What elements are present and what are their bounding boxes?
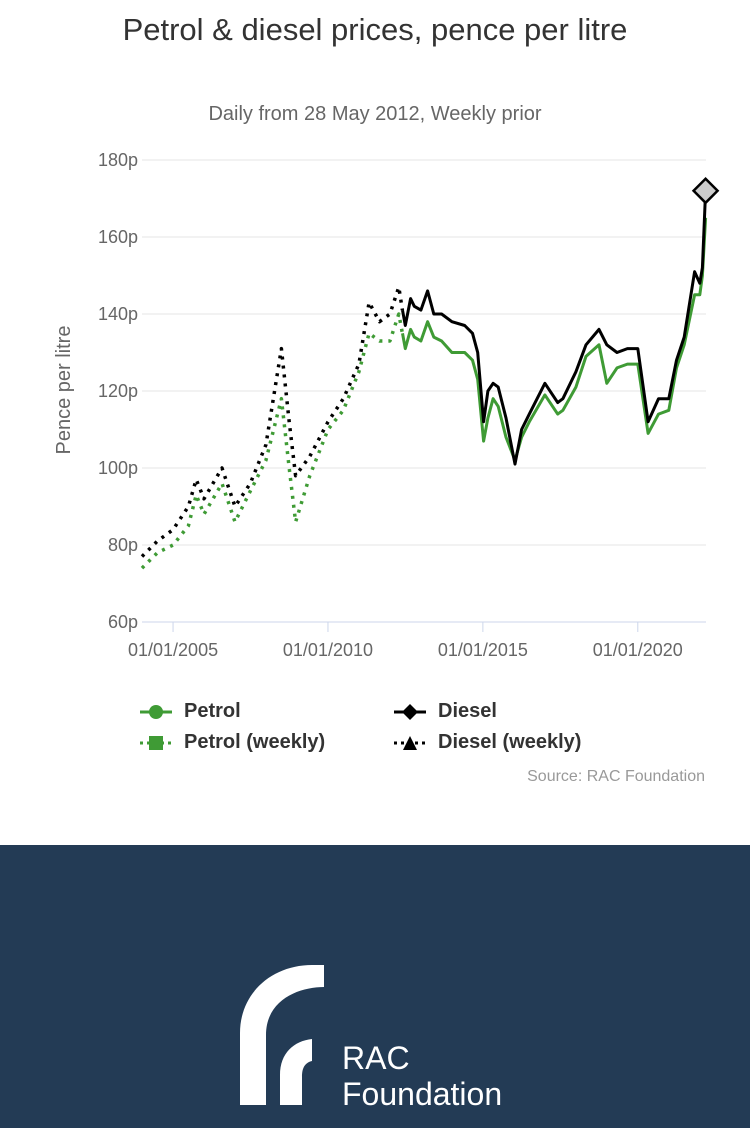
logo-text: RAC Foundation <box>342 1040 502 1112</box>
legend-symbol-petrol-weekly <box>140 735 172 750</box>
legend-item-petrol[interactable]: Petrol <box>138 700 241 723</box>
x-tick-label: 01/01/2020 <box>593 640 683 660</box>
y-axis-label: Pence per litre <box>53 326 75 455</box>
legend-item-petrol-weekly[interactable]: Petrol (weekly) <box>138 731 325 754</box>
rac-foundation-logo-icon <box>240 965 324 1105</box>
x-tick-label: 01/01/2010 <box>283 640 373 660</box>
legend-label-diesel-weekly: Diesel (weekly) <box>438 731 582 753</box>
y-tick-label: 180p <box>98 150 138 170</box>
y-tick-label: 80p <box>108 535 138 555</box>
line-chart: 60p 80p 100p 120p 140p 160p 180p 01/01/2005 01/0… <box>53 150 720 660</box>
series-line-diesel-weekly[interactable] <box>140 285 405 558</box>
legend-label-petrol: Petrol <box>184 700 241 722</box>
series-line-petrol-weekly[interactable] <box>140 312 405 570</box>
legend-symbol-diesel <box>394 703 426 720</box>
series-line-diesel[interactable] <box>401 190 708 466</box>
footer-banner: RAC Foundation <box>0 845 750 1128</box>
series-lines <box>140 177 720 570</box>
chart-credit[interactable]: Source: RAC Foundation <box>527 768 705 785</box>
legend-symbol-petrol <box>140 704 172 719</box>
series-end-marker[interactable] <box>691 177 720 205</box>
y-tick-label: 160p <box>98 227 138 247</box>
y-tick-label: 140p <box>98 304 138 324</box>
legend-item-diesel-weekly[interactable]: Diesel (weekly) <box>392 731 581 754</box>
legend-label-diesel: Diesel <box>438 700 497 722</box>
x-tick-label: 01/01/2005 <box>128 640 218 660</box>
axes: 60p 80p 100p 120p 140p 160p 180p 01/01/2005 01/0… <box>98 150 706 660</box>
y-tick-label: 120p <box>98 381 138 401</box>
chart-title: Petrol & diesel prices, pence per litre <box>122 12 628 47</box>
legend-label-petrol-weekly: Petrol (weekly) <box>184 731 326 753</box>
legend-symbol-diesel-weekly <box>394 735 426 750</box>
x-tick-label: 01/01/2015 <box>438 640 528 660</box>
y-tick-label: 60p <box>108 612 138 632</box>
logo-text-line2: Foundation <box>342 1076 503 1112</box>
legend-item-diesel[interactable]: Diesel <box>392 700 497 723</box>
y-tick-label: 100p <box>98 458 138 478</box>
grid-lines <box>142 159 706 546</box>
series-line-petrol[interactable] <box>401 217 708 462</box>
chart-area: Petrol & diesel prices, pence per litre … <box>53 12 720 785</box>
logo-text-line1: RAC <box>342 1040 410 1076</box>
chart-subtitle: Daily from 28 May 2012, Weekly prior <box>208 103 542 125</box>
